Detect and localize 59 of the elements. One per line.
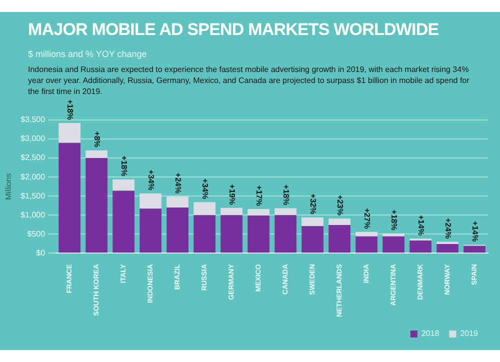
chart-title: MAJOR MOBILE AD SPEND MARKETS WORLDWIDE (28, 20, 439, 40)
bar (302, 226, 324, 253)
bar (220, 215, 242, 253)
bar (248, 215, 270, 253)
y-tick-label: $1,000 (20, 210, 46, 220)
annotation: +32% (308, 194, 318, 214)
legend-label: 2018 (421, 329, 440, 338)
y-axis-title: Millions (4, 173, 14, 200)
bar (166, 196, 188, 208)
bar (382, 236, 404, 253)
annotation: +18% (281, 184, 290, 206)
annotation: +24% (443, 218, 452, 239)
y-tick-label: $0 (36, 248, 46, 258)
bar (86, 158, 108, 253)
annotation: +17% (254, 185, 264, 206)
bar (382, 233, 404, 236)
annotation: +14% (416, 214, 426, 236)
bar (464, 246, 486, 253)
bar (274, 215, 296, 253)
annotation: +34% (146, 170, 156, 190)
annotation: +14% (470, 221, 480, 242)
annotation: +18% (65, 99, 74, 120)
y-tick-label: $2,000 (20, 172, 46, 182)
bar (328, 224, 350, 253)
annotation: +34% (200, 178, 210, 200)
y-tick-label: $3,500 (20, 115, 46, 124)
bar (248, 208, 270, 216)
bar (274, 208, 296, 216)
bar (356, 232, 378, 236)
y-tick-label: $500 (27, 229, 46, 238)
bar (58, 123, 80, 143)
annotation: +18% (119, 156, 128, 176)
bar (58, 142, 80, 253)
bar (112, 179, 134, 191)
bar (86, 150, 108, 158)
annotation: +24% (173, 172, 182, 194)
y-tick-label: $3,000 (20, 134, 46, 144)
bar (112, 190, 134, 253)
annotation: +19% (227, 184, 236, 205)
bar (220, 208, 242, 216)
legend-label: 2019 (460, 329, 479, 338)
bar (140, 208, 162, 253)
text: Indonesia and Russia are expected to experience the fastest mobile advertising growth in 2019, with each market rising 34% year over year. Additionally, Russia, Germany, Mexico, and Canada are projected to surpass $1 billion in mobile ad spend for the first time in 2019. (28, 64, 470, 97)
bar (356, 236, 378, 253)
annotation: +8% (92, 131, 102, 148)
y-tick-label: $1,500 (20, 191, 46, 200)
y-tick-label: $2,500 (20, 153, 46, 162)
bar (194, 215, 216, 253)
annotation: +23% (335, 194, 344, 216)
bar (166, 207, 188, 253)
bar (194, 202, 216, 216)
annotation: +27% (362, 208, 372, 229)
bar (410, 240, 432, 253)
bar (140, 193, 162, 209)
bar (328, 218, 350, 225)
bar (302, 217, 324, 226)
annotation: +18% (389, 210, 398, 230)
chart-subtitle: $ millions and % YOY change (28, 49, 147, 59)
bar (436, 244, 458, 253)
